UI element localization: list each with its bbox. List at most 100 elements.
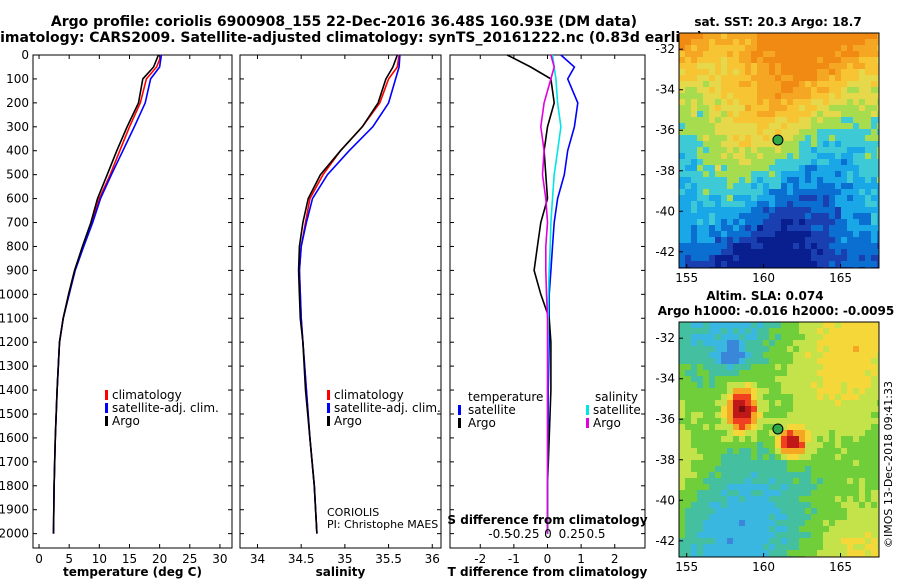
map-cell xyxy=(871,454,877,460)
map-cell xyxy=(727,394,733,400)
map-cell xyxy=(793,502,799,508)
map-cell xyxy=(811,442,817,448)
map-cell xyxy=(733,436,739,442)
map-cell xyxy=(793,532,799,538)
map-cell xyxy=(697,81,703,87)
map-cell xyxy=(877,424,879,430)
map-cell xyxy=(871,225,877,231)
map-cell xyxy=(703,225,709,231)
map-cell xyxy=(691,544,697,550)
y-tick-label: 200 xyxy=(6,96,29,110)
map-cell xyxy=(871,544,877,550)
map-cell xyxy=(775,87,781,93)
map-cell xyxy=(697,442,703,448)
map-cell xyxy=(817,400,823,406)
map-cell xyxy=(727,514,733,520)
map-cell xyxy=(775,159,781,165)
map-cell xyxy=(859,93,865,99)
map-cell xyxy=(787,430,793,436)
map-cell xyxy=(715,508,721,514)
map-cell xyxy=(769,526,775,532)
map-cell xyxy=(697,388,703,394)
map-cell xyxy=(757,183,763,189)
map-cell xyxy=(697,57,703,63)
map-cell xyxy=(829,418,835,424)
map-cell xyxy=(715,442,721,448)
map-cell xyxy=(733,39,739,45)
map-cell xyxy=(715,201,721,207)
map-cell xyxy=(691,87,697,93)
map-cell xyxy=(829,478,835,484)
map-cell xyxy=(763,45,769,51)
map-cell xyxy=(685,400,691,406)
map-cell xyxy=(703,123,709,129)
map-cell xyxy=(805,45,811,51)
map-cell xyxy=(775,147,781,153)
map-cell xyxy=(841,502,847,508)
map-cell xyxy=(865,57,871,63)
map-cell xyxy=(811,249,817,255)
map-cell xyxy=(829,466,835,472)
map-cell xyxy=(829,165,835,171)
map-cell xyxy=(817,496,823,502)
map-cell xyxy=(727,532,733,538)
map-cell xyxy=(769,129,775,135)
map-cell xyxy=(721,141,727,147)
map-cell xyxy=(871,219,877,225)
map-cell xyxy=(727,526,733,532)
map-cell xyxy=(679,243,685,249)
map-cell xyxy=(817,255,823,261)
map-cell xyxy=(829,39,835,45)
map-cell xyxy=(847,538,853,544)
map-cell xyxy=(829,496,835,502)
map-cell xyxy=(847,520,853,526)
map-cell xyxy=(751,346,757,352)
map-cell xyxy=(841,514,847,520)
map-cell xyxy=(751,502,757,508)
map-cell xyxy=(823,237,829,243)
map-cell xyxy=(787,237,793,243)
map-cell xyxy=(721,328,727,334)
map-cell xyxy=(877,207,879,213)
map-cell xyxy=(871,195,877,201)
map-cell xyxy=(715,63,721,69)
map-cell xyxy=(799,135,805,141)
map-cell xyxy=(841,436,847,442)
map-cell xyxy=(751,454,757,460)
map-cell xyxy=(739,135,745,141)
map-cell xyxy=(829,33,835,39)
map-cell xyxy=(865,51,871,57)
map-cell xyxy=(757,81,763,87)
map-cell xyxy=(757,153,763,159)
map-cell xyxy=(787,63,793,69)
map-cell xyxy=(877,478,879,484)
map-cell xyxy=(727,412,733,418)
map-cell xyxy=(751,442,757,448)
map-cell xyxy=(829,171,835,177)
map-cell xyxy=(781,322,787,328)
map-cell xyxy=(697,39,703,45)
map-cell xyxy=(787,45,793,51)
map-cell xyxy=(841,231,847,237)
map-cell xyxy=(781,183,787,189)
map-cell xyxy=(853,75,859,81)
map-cell xyxy=(781,105,787,111)
map-cell xyxy=(811,213,817,219)
map-cell xyxy=(811,454,817,460)
map-cell xyxy=(739,153,745,159)
map-cell xyxy=(739,87,745,93)
map-cell xyxy=(811,45,817,51)
map-cell xyxy=(739,532,745,538)
map-cell xyxy=(793,514,799,520)
map-cell xyxy=(769,430,775,436)
map-cell xyxy=(871,478,877,484)
map-cell xyxy=(859,454,865,460)
map-cell xyxy=(793,57,799,63)
map-cell xyxy=(781,177,787,183)
map-cell xyxy=(841,105,847,111)
map-cell xyxy=(721,99,727,105)
map-cell xyxy=(793,388,799,394)
map-cell xyxy=(733,69,739,75)
map-cell xyxy=(859,550,865,556)
map-cell xyxy=(787,526,793,532)
